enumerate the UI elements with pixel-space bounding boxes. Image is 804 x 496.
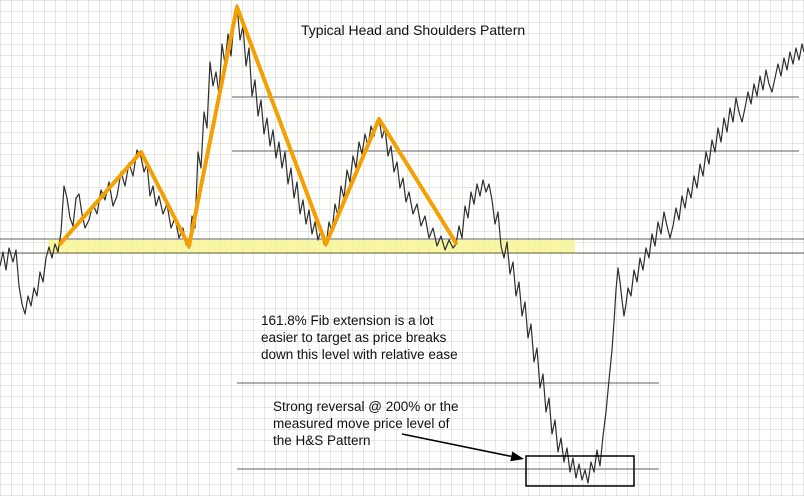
measured-move-target-box [525, 455, 635, 487]
head-and-shoulders-overlay [58, 5, 458, 248]
price-line [0, 4, 804, 484]
chart-title: Typical Head and Shoulders Pattern [301, 22, 526, 38]
reversal-note: Strong reversal @ 200% or the measured m… [273, 399, 459, 448]
fib-extension-note: 161.8% Fib extension is a lot easier to … [261, 313, 458, 362]
annotation-arrow-head [510, 451, 524, 462]
neckline-highlight-band [48, 240, 575, 254]
annotation-arrow-shaft [401, 433, 512, 458]
